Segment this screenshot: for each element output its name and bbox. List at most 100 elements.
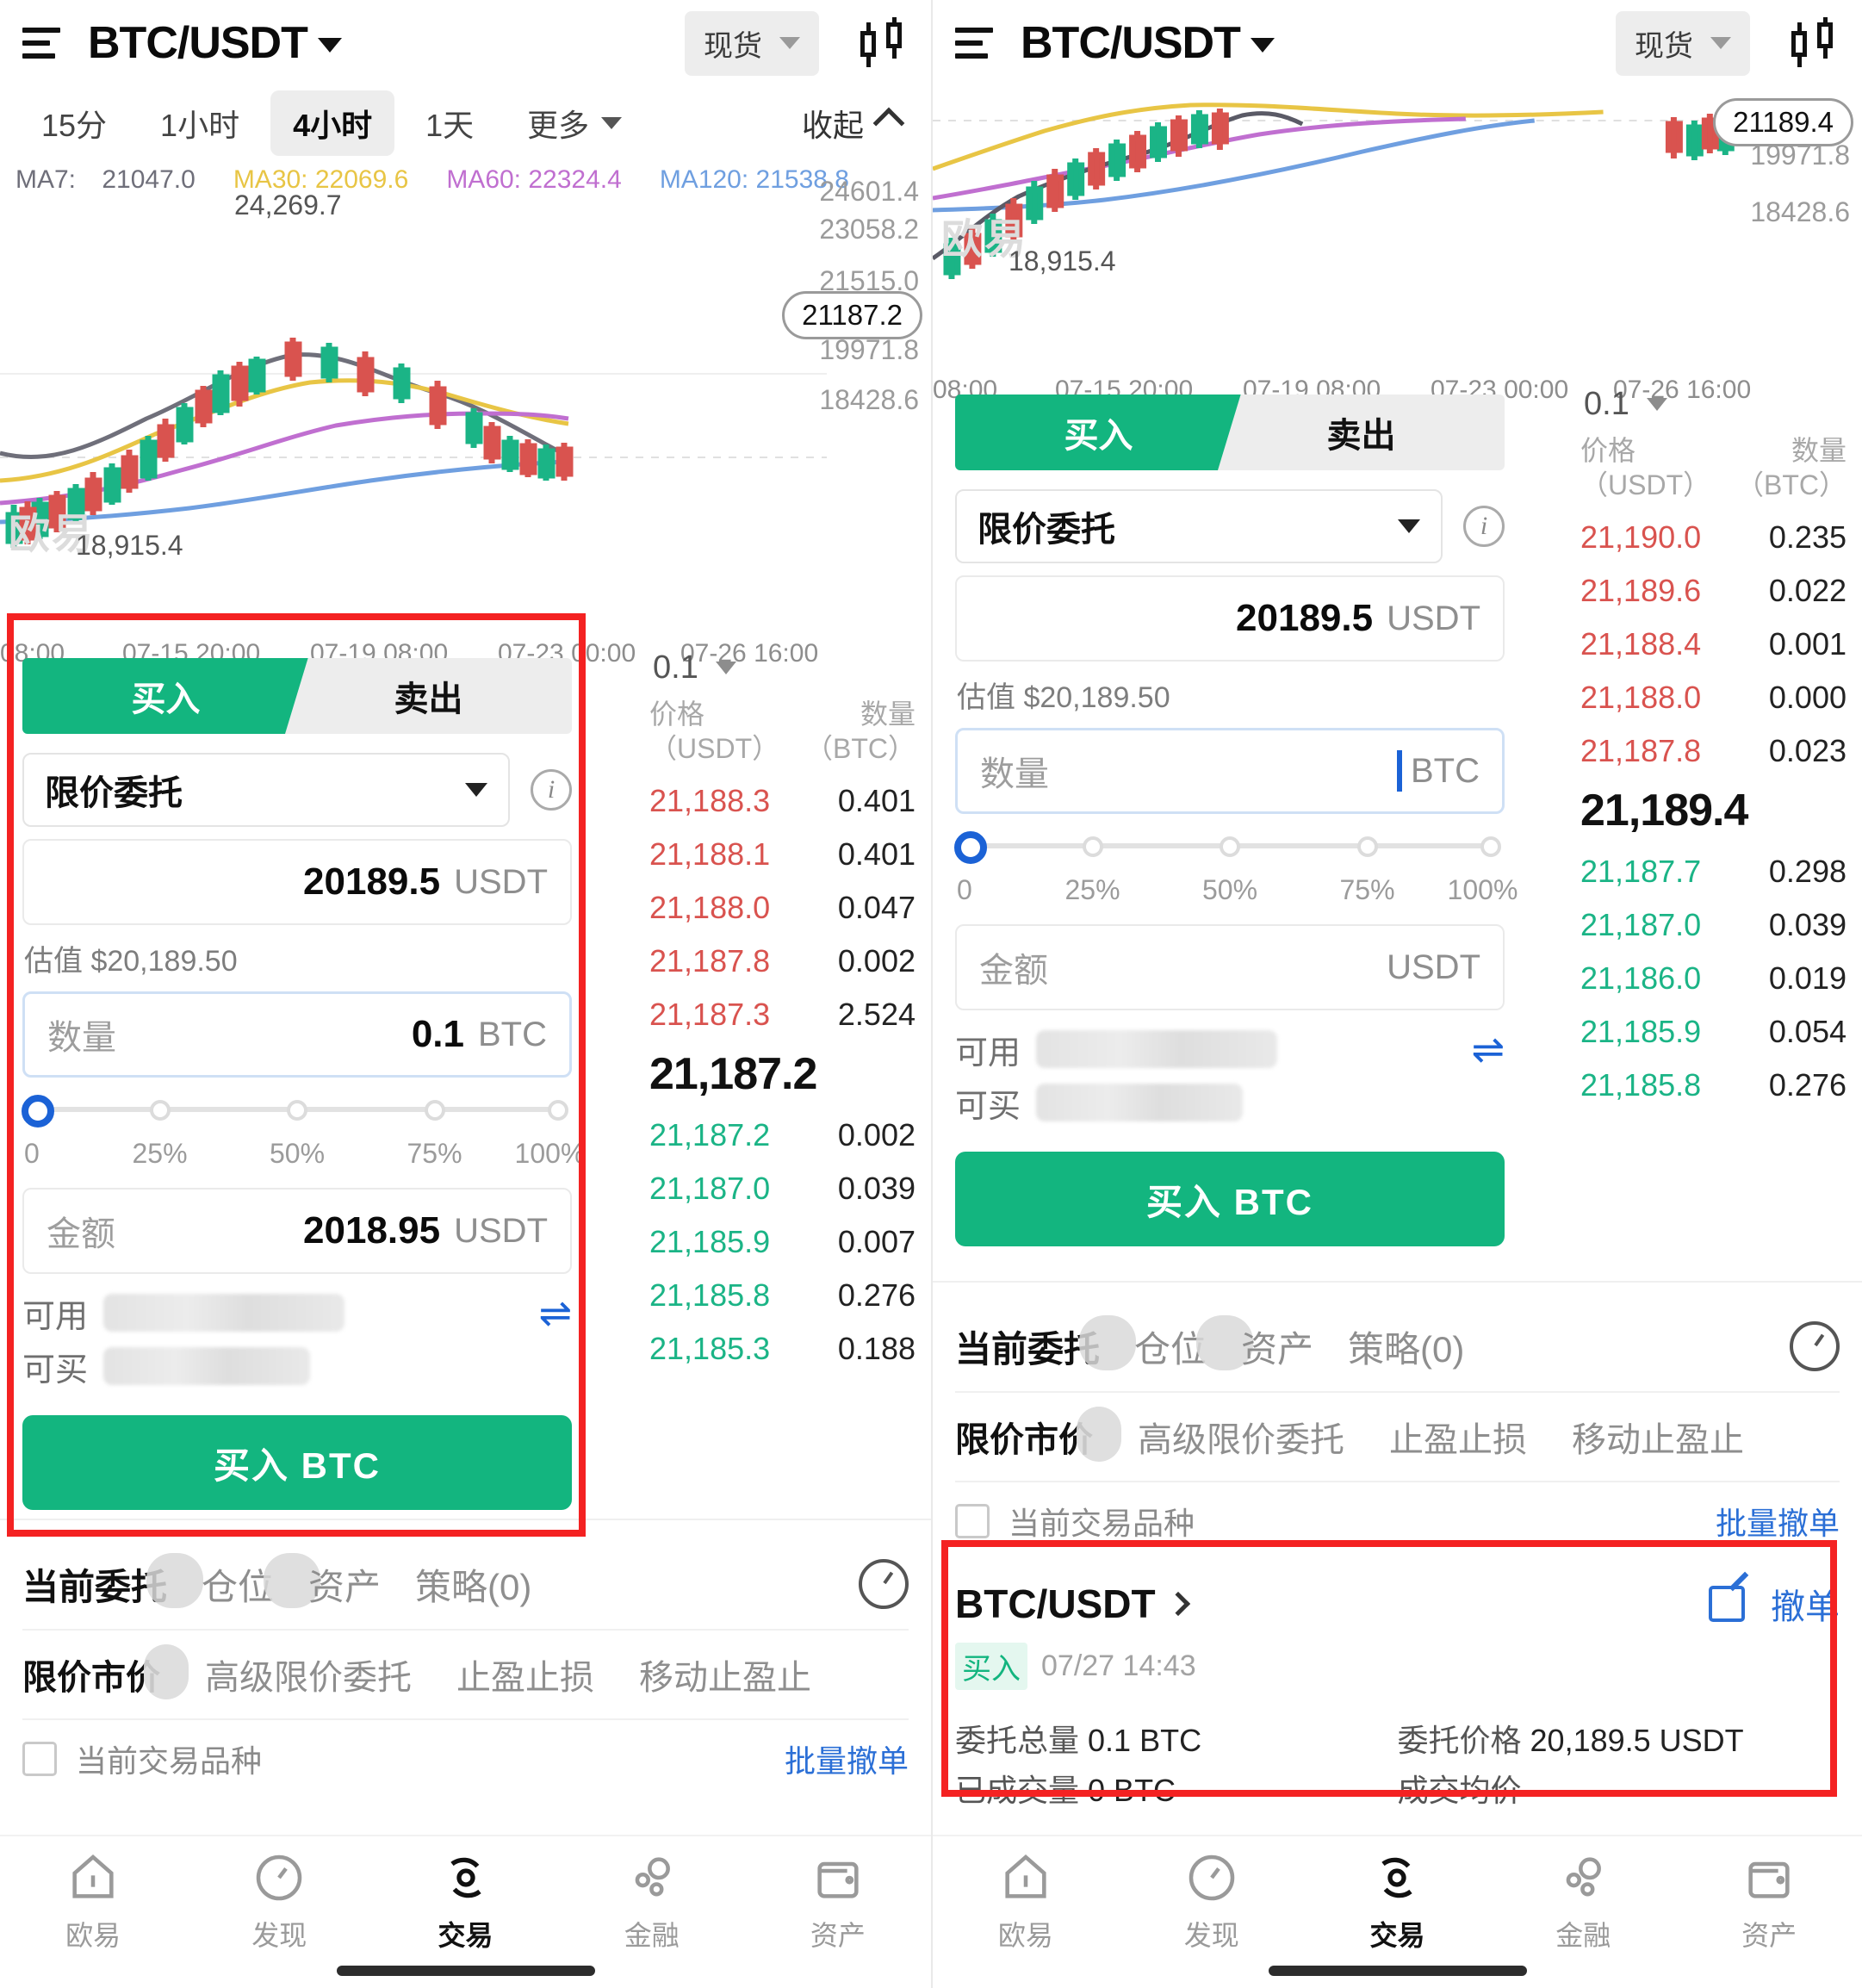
ask-price: 21,188.3 — [649, 783, 771, 818]
subtab-limit-market[interactable]: 限价市价 — [22, 1644, 189, 1699]
history-clock-icon[interactable] — [1790, 1321, 1840, 1371]
nav-item-finance[interactable]: 金融 — [559, 1850, 745, 1954]
submit-buy-button[interactable]: 买入 BTC — [22, 1415, 572, 1510]
bulk-cancel-link[interactable]: 批量撤单 — [1715, 1506, 1840, 1541]
quantity-input[interactable]: 数量 BTC — [955, 728, 1505, 814]
hamburger-icon[interactable] — [955, 26, 996, 60]
price-chart-right[interactable]: 欧易 18,915.4 21189.4 19971.8 18428.6 08:0… — [933, 86, 1862, 404]
ask-row[interactable]: 21,187.3 2.524 — [649, 988, 915, 1041]
bid-row[interactable]: 21,185.9 0.054 — [1580, 1005, 1846, 1059]
order-card-pair[interactable]: BTC/USDT — [955, 1581, 1156, 1626]
tab-strategy[interactable]: 策略(0) — [1348, 1328, 1465, 1370]
candlestick-icon[interactable] — [850, 16, 909, 71]
submit-buy-button[interactable]: 买入 BTC — [955, 1152, 1505, 1246]
interval-4h[interactable]: 4小时 — [270, 90, 395, 156]
amount-input[interactable]: 金额 USDT — [955, 924, 1505, 1010]
sell-tab[interactable]: 卖出 — [1218, 394, 1505, 470]
price-input[interactable]: 20189.5 USDT — [955, 575, 1505, 662]
depth-selector[interactable]: 0.1 — [649, 643, 915, 697]
info-icon[interactable]: i — [1463, 506, 1505, 547]
tab-positions[interactable]: 仓位 — [1134, 1314, 1254, 1373]
subtab-trailing-stop[interactable]: 移动止盈止 — [639, 1659, 811, 1697]
market-type-selector[interactable]: 现货 — [685, 10, 819, 76]
ask-row[interactable]: 21,188.4 0.001 — [1580, 618, 1846, 671]
bid-row[interactable]: 21,187.0 0.039 — [1580, 898, 1846, 952]
market-type-selector[interactable]: 现货 — [1616, 10, 1750, 76]
slider-handle[interactable] — [22, 1095, 54, 1128]
nav-item-discover[interactable]: 发现 — [1119, 1850, 1305, 1954]
bid-row[interactable]: 21,187.7 0.298 — [1580, 845, 1846, 898]
swap-icon[interactable]: ⇌ — [1471, 1027, 1505, 1072]
current-pair-checkbox[interactable] — [22, 1742, 57, 1776]
history-clock-icon[interactable] — [859, 1559, 909, 1609]
interval-15m[interactable]: 15分 — [41, 108, 108, 143]
subtab-advanced-limit[interactable]: 高级限价委托 — [205, 1659, 412, 1697]
interval-more[interactable]: 更多 — [505, 90, 644, 156]
ask-row[interactable]: 21,187.8 0.023 — [1580, 724, 1846, 778]
ask-row[interactable]: 21,188.0 0.000 — [1580, 671, 1846, 724]
candlestick-icon[interactable] — [1781, 16, 1840, 71]
hamburger-icon[interactable] — [22, 26, 64, 60]
order-type-select[interactable]: 限价委托 — [955, 489, 1443, 563]
quantity-input[interactable]: 数量 0.1 BTC — [22, 991, 572, 1078]
ask-row[interactable]: 21,188.0 0.047 — [649, 881, 915, 935]
price-chart-left[interactable]: MA7: 21047.0 MA30: 22069.6 MA60: 22324.4 MA… — [0, 160, 931, 668]
info-icon[interactable]: i — [531, 769, 572, 811]
ask-row[interactable]: 21,188.3 0.401 — [649, 774, 915, 828]
bulk-cancel-link[interactable]: 批量撤单 — [784, 1743, 909, 1779]
nav-item-discover[interactable]: 发现 — [186, 1850, 372, 1954]
depth-selector[interactable]: 0.1 — [1580, 379, 1846, 433]
bid-row[interactable]: 21,185.3 0.188 — [649, 1322, 915, 1376]
sell-tab[interactable]: 卖出 — [285, 658, 572, 734]
order-type-select[interactable]: 限价委托 — [22, 753, 510, 827]
bid-row[interactable]: 21,186.0 0.019 — [1580, 952, 1846, 1005]
subtab-limit-market[interactable]: 限价市价 — [955, 1407, 1121, 1462]
bid-row[interactable]: 21,187.0 0.039 — [649, 1162, 915, 1215]
bid-row[interactable]: 21,185.9 0.007 — [649, 1215, 915, 1269]
bid-row[interactable]: 21,185.8 0.276 — [649, 1269, 915, 1322]
subtab-trailing-stop[interactable]: 移动止盈止 — [1572, 1421, 1744, 1459]
nav-item-home[interactable]: 欧易 — [0, 1850, 186, 1954]
interval-1h[interactable]: 1小时 — [160, 108, 240, 143]
current-pair-checkbox[interactable] — [955, 1504, 990, 1538]
nav-item-trade[interactable]: 交易 — [1305, 1850, 1491, 1954]
ask-row[interactable]: 21,189.6 0.022 — [1580, 564, 1846, 618]
slider-handle[interactable] — [954, 831, 987, 864]
collapse-chart-button[interactable]: 收起 — [802, 101, 912, 146]
subtab-advanced-limit[interactable]: 高级限价委托 — [1138, 1421, 1344, 1459]
tab-current-orders[interactable]: 当前委托 — [955, 1314, 1137, 1373]
bid-row[interactable]: 21,185.8 0.276 — [1580, 1059, 1846, 1112]
cancel-order-button[interactable]: 撤单 — [1771, 1588, 1840, 1626]
ask-row[interactable]: 21,190.0 0.235 — [1580, 511, 1846, 564]
subtab-take-profit-stop-loss[interactable]: 止盈止损 — [456, 1659, 594, 1697]
bid-row[interactable]: 21,187.2 0.002 — [649, 1109, 915, 1162]
tab-assets[interactable]: 资产 — [1241, 1328, 1314, 1370]
nav-item-finance[interactable]: 金融 — [1490, 1850, 1676, 1954]
nav-item-assets[interactable]: 资产 — [745, 1850, 931, 1954]
quantity-unit: BTC — [1411, 751, 1480, 790]
slider-tick-75: 75% — [1339, 874, 1395, 905]
amount-input[interactable]: 金额 2018.95 USDT — [22, 1188, 572, 1274]
buy-tab[interactable]: 买入 — [955, 394, 1242, 470]
nav-item-assets[interactable]: 资产 — [1676, 1850, 1862, 1954]
nav-item-trade[interactable]: 交易 — [372, 1850, 558, 1954]
tab-strategy[interactable]: 策略(0) — [415, 1566, 532, 1607]
percent-slider[interactable]: 0 25% 50% 75% 100% — [954, 829, 1518, 912]
tab-positions[interactable]: 仓位 — [202, 1552, 321, 1611]
percent-slider[interactable]: 0 25% 50% 75% 100% — [22, 1093, 585, 1176]
interval-1d[interactable]: 1天 — [425, 108, 475, 143]
edit-icon[interactable] — [1709, 1586, 1745, 1622]
pair-selector[interactable]: BTC/USDT — [1021, 17, 1275, 69]
buy-tab[interactable]: 买入 — [22, 658, 309, 734]
ask-row[interactable]: 21,188.1 0.401 — [649, 828, 915, 881]
tab-current-orders[interactable]: 当前委托 — [22, 1552, 204, 1611]
price-input[interactable]: 20189.5 USDT — [22, 839, 572, 925]
nav-item-home[interactable]: 欧易 — [933, 1850, 1119, 1954]
col-qty-unit: （BTC） — [1735, 469, 1846, 500]
ask-row[interactable]: 21,187.8 0.002 — [649, 935, 915, 988]
tab-assets[interactable]: 资产 — [308, 1566, 382, 1607]
open-order-card[interactable]: BTC/USDT 撤单 买入 07/27 14:43 委托总量 0.1 BTC … — [933, 1560, 1862, 1838]
pair-selector[interactable]: BTC/USDT — [88, 17, 342, 69]
subtab-take-profit-stop-loss[interactable]: 止盈止损 — [1389, 1421, 1527, 1459]
swap-icon[interactable]: ⇌ — [538, 1290, 572, 1335]
